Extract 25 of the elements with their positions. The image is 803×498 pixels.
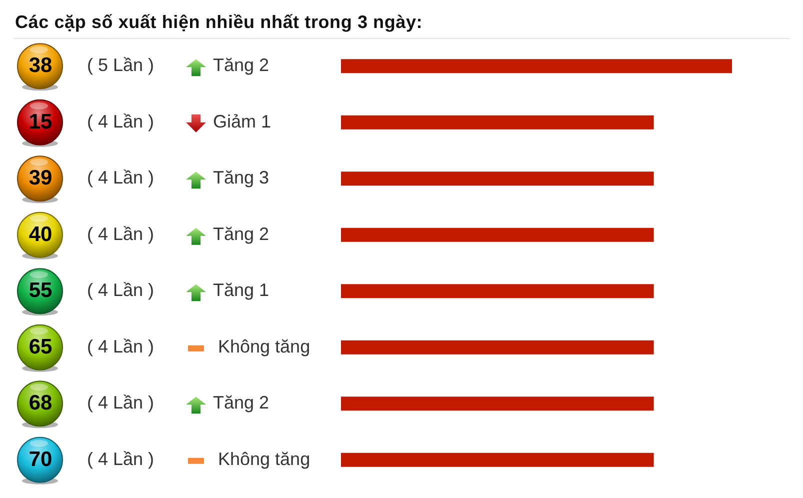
y-tick-label: 40 [28,222,52,246]
text: Tăng 2 [213,392,270,413]
y-tick-label: 38 [28,54,52,78]
text: Tăng 3 [213,168,270,188]
text: Giảm 1 [213,111,272,132]
data-label: ( 4 Lần ) [87,280,154,300]
y-tick-label: 55 [28,279,52,302]
data-label: ( 5 Lần ) [87,55,154,76]
data-label: ( 4 Lần ) [87,392,154,413]
text: Tăng 2 [213,55,270,76]
y-tick-label: 70 [28,448,52,471]
y-tick-label: 68 [28,392,52,415]
data-label: ( 4 Lần ) [87,448,154,469]
data-label: ( 4 Lần ) [87,336,154,356]
text: Không tăng [218,336,310,356]
data-label: ( 4 Lần ) [87,111,154,132]
text: Tăng 2 [213,224,270,244]
text: Tăng 1 [213,280,270,300]
data-label: ( 4 Lần ) [87,168,154,188]
y-tick-label: 39 [28,166,52,190]
data-label: ( 4 Lần ) [87,224,154,244]
y-tick-label: 65 [28,335,52,358]
y-tick-label: 15 [28,110,52,134]
chart-title: Các cặp số xuất hiện nhiều nhất trong 3 ngày: [15,12,423,33]
text: Không tăng [218,448,310,469]
